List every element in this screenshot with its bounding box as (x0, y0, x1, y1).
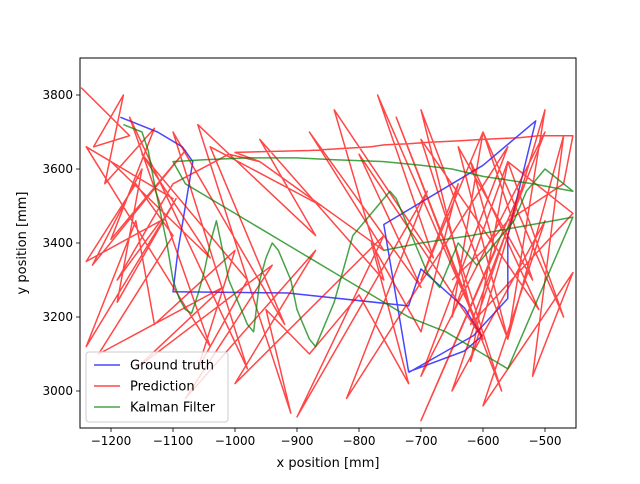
series-line-1 (80, 87, 574, 422)
x-tick-label: −1100 (153, 434, 194, 448)
y-axis-label: y position [mm] (15, 192, 30, 295)
y-tick-label: 3200 (42, 310, 73, 324)
series-line-2 (123, 123, 574, 370)
x-tick-label: −500 (529, 434, 562, 448)
y-tick-label: 3600 (42, 162, 73, 176)
x-tick-label: −800 (343, 434, 376, 448)
y-tick-label: 3800 (42, 88, 73, 102)
series-layer (80, 87, 574, 422)
legend-label: Ground truth (130, 359, 214, 374)
x-axis-ticks: −1200 −1100 −1000 −900 −800 −700 −600 −500 (91, 428, 562, 448)
legend-label: Prediction (130, 380, 195, 395)
x-axis-label: x position [mm] (277, 456, 380, 471)
x-tick-label: −600 (467, 434, 500, 448)
y-tick-label: 3400 (42, 236, 73, 250)
x-tick-label: −1000 (215, 434, 256, 448)
legend-box (85, 351, 229, 423)
legend-label: Kalman Filter (130, 401, 216, 416)
x-tick-label: −700 (405, 434, 438, 448)
x-tick-label: −1200 (91, 434, 132, 448)
x-tick-label: −900 (281, 434, 314, 448)
legend: Ground truth Prediction Kalman Filter (85, 351, 229, 423)
y-axis-ticks: 3000 3200 3400 3600 3800 (42, 88, 80, 398)
y-tick-label: 3000 (42, 384, 73, 398)
